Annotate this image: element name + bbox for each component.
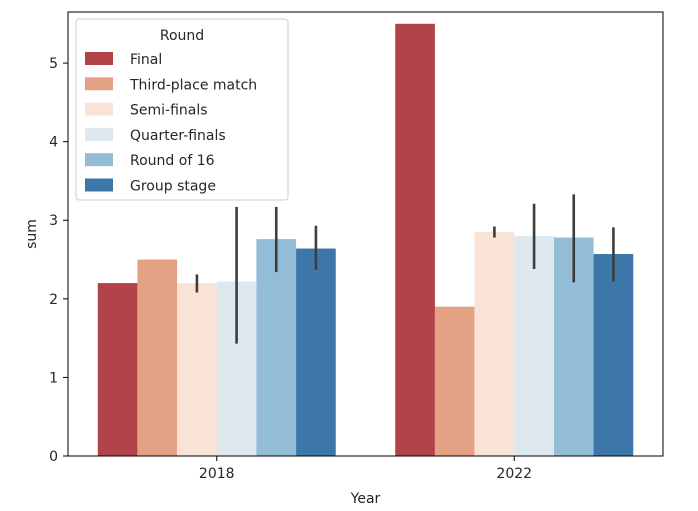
bars	[97, 23, 634, 456]
bar-semi-finals-2022	[474, 232, 515, 456]
x-tick-label: 2022	[496, 466, 532, 482]
bar-quarter-finals-2022	[514, 235, 554, 456]
x-axis-label: Year	[350, 491, 381, 507]
legend-swatch-group-stage	[85, 178, 113, 192]
y-tick-label: 3	[49, 213, 58, 229]
y-tick-label: 5	[49, 56, 58, 72]
bar-final-2022	[395, 23, 435, 456]
x-axis: 2018 2022	[199, 456, 532, 482]
y-axis: 0 1 2 3 4 5	[49, 56, 68, 465]
bar-group-stage-2022	[593, 254, 634, 456]
y-axis-label: sum	[24, 219, 40, 249]
bar-group-stage-2018	[296, 248, 336, 456]
legend-swatch-quarter-finals	[85, 127, 113, 141]
y-tick-label: 1	[49, 370, 58, 386]
legend-title: Round	[160, 28, 204, 44]
legend-swatch-semi-finals	[85, 102, 113, 116]
y-tick-label: 0	[49, 449, 58, 465]
legend-label-quarter-finals: Quarter-finals	[130, 128, 226, 144]
bar-final-2018	[97, 283, 138, 456]
bar-semi-finals-2018	[177, 283, 217, 456]
y-tick-label: 2	[49, 292, 58, 308]
legend-frame	[75, 18, 289, 201]
plot-frame	[67, 11, 664, 457]
bar-third-place-match-2022	[434, 306, 475, 456]
legend-swatch-final	[85, 52, 113, 65]
x-tick-label: 2018	[199, 466, 235, 482]
bar-third-place-match-2018	[137, 259, 178, 456]
bar-round-of-16-2018	[256, 239, 297, 456]
legend-label-round-of-16: Round of 16	[130, 153, 215, 169]
y-tick-label: 4	[49, 135, 58, 151]
legend-swatch-third-place-match	[85, 77, 113, 91]
legend-items: Final Third-place match Semi-finals Quarter…	[85, 52, 257, 195]
legend-swatch-round-of-16	[85, 153, 113, 167]
error-bars	[195, 194, 615, 344]
legend: Round Final Third-place match Semi-finals Q…	[75, 18, 289, 201]
legend-label-final: Final	[130, 52, 162, 68]
legend-label-semi-finals: Semi-finals	[130, 103, 208, 119]
legend-label-group-stage: Group stage	[130, 179, 216, 195]
legend-label-third-place-match: Third-place match	[129, 77, 257, 93]
